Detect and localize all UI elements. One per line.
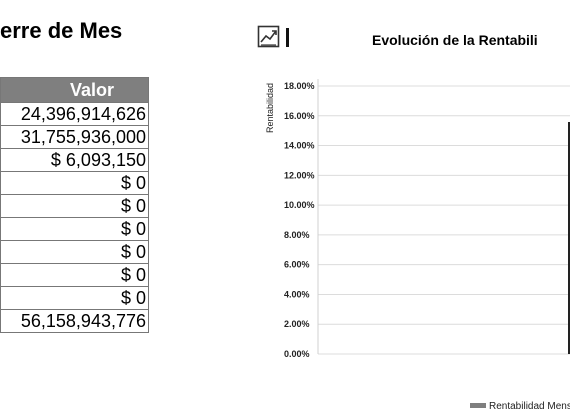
y-axis-ticks: 0.00% 2.00% 4.00% 6.00% 8.00% 10.00% 12.00% 14.…	[284, 81, 315, 359]
y-tick-label: 2.00%	[284, 319, 310, 329]
table-cell: $ 6,093,150	[0, 148, 149, 172]
left-title: erre de Mes	[0, 18, 123, 43]
table-cell: $ 0	[0, 171, 149, 195]
chart-gridlines	[318, 85, 570, 355]
table-cell: $ 0	[0, 286, 149, 310]
table-cell: 31,755,936,000	[0, 125, 149, 149]
chart-title: Evolución de la Rentabili	[372, 32, 538, 48]
legend-label: Rentabilidad Mens	[489, 401, 570, 412]
y-tick-label: 14.00%	[284, 141, 315, 151]
y-tick-label: 8.00%	[284, 230, 310, 240]
values-table: Valor 24,396,914,626 31,755,936,000 $ 6,…	[0, 77, 149, 333]
column-header-valor: Valor	[0, 77, 149, 103]
y-tick-label: 0.00%	[284, 349, 310, 359]
line-chart-icon	[257, 25, 289, 48]
legend-swatch	[470, 403, 486, 408]
chart-type-button[interactable]	[257, 24, 297, 50]
table-cell: $ 0	[0, 263, 149, 287]
table-cell: $ 0	[0, 194, 149, 218]
chart-bar	[568, 122, 570, 354]
y-axis-label: Rentabilidad	[265, 83, 275, 133]
y-tick-label: 18.00%	[284, 81, 315, 91]
table-cell: $ 0	[0, 240, 149, 264]
y-tick-label: 4.00%	[284, 289, 310, 299]
y-tick-label: 6.00%	[284, 260, 310, 270]
y-tick-label: 10.00%	[284, 200, 315, 210]
table-cell: $ 0	[0, 217, 149, 241]
y-tick-label: 16.00%	[284, 111, 315, 121]
table-cell: 56,158,943,776	[0, 309, 149, 333]
y-tick-label: 12.00%	[284, 170, 315, 180]
